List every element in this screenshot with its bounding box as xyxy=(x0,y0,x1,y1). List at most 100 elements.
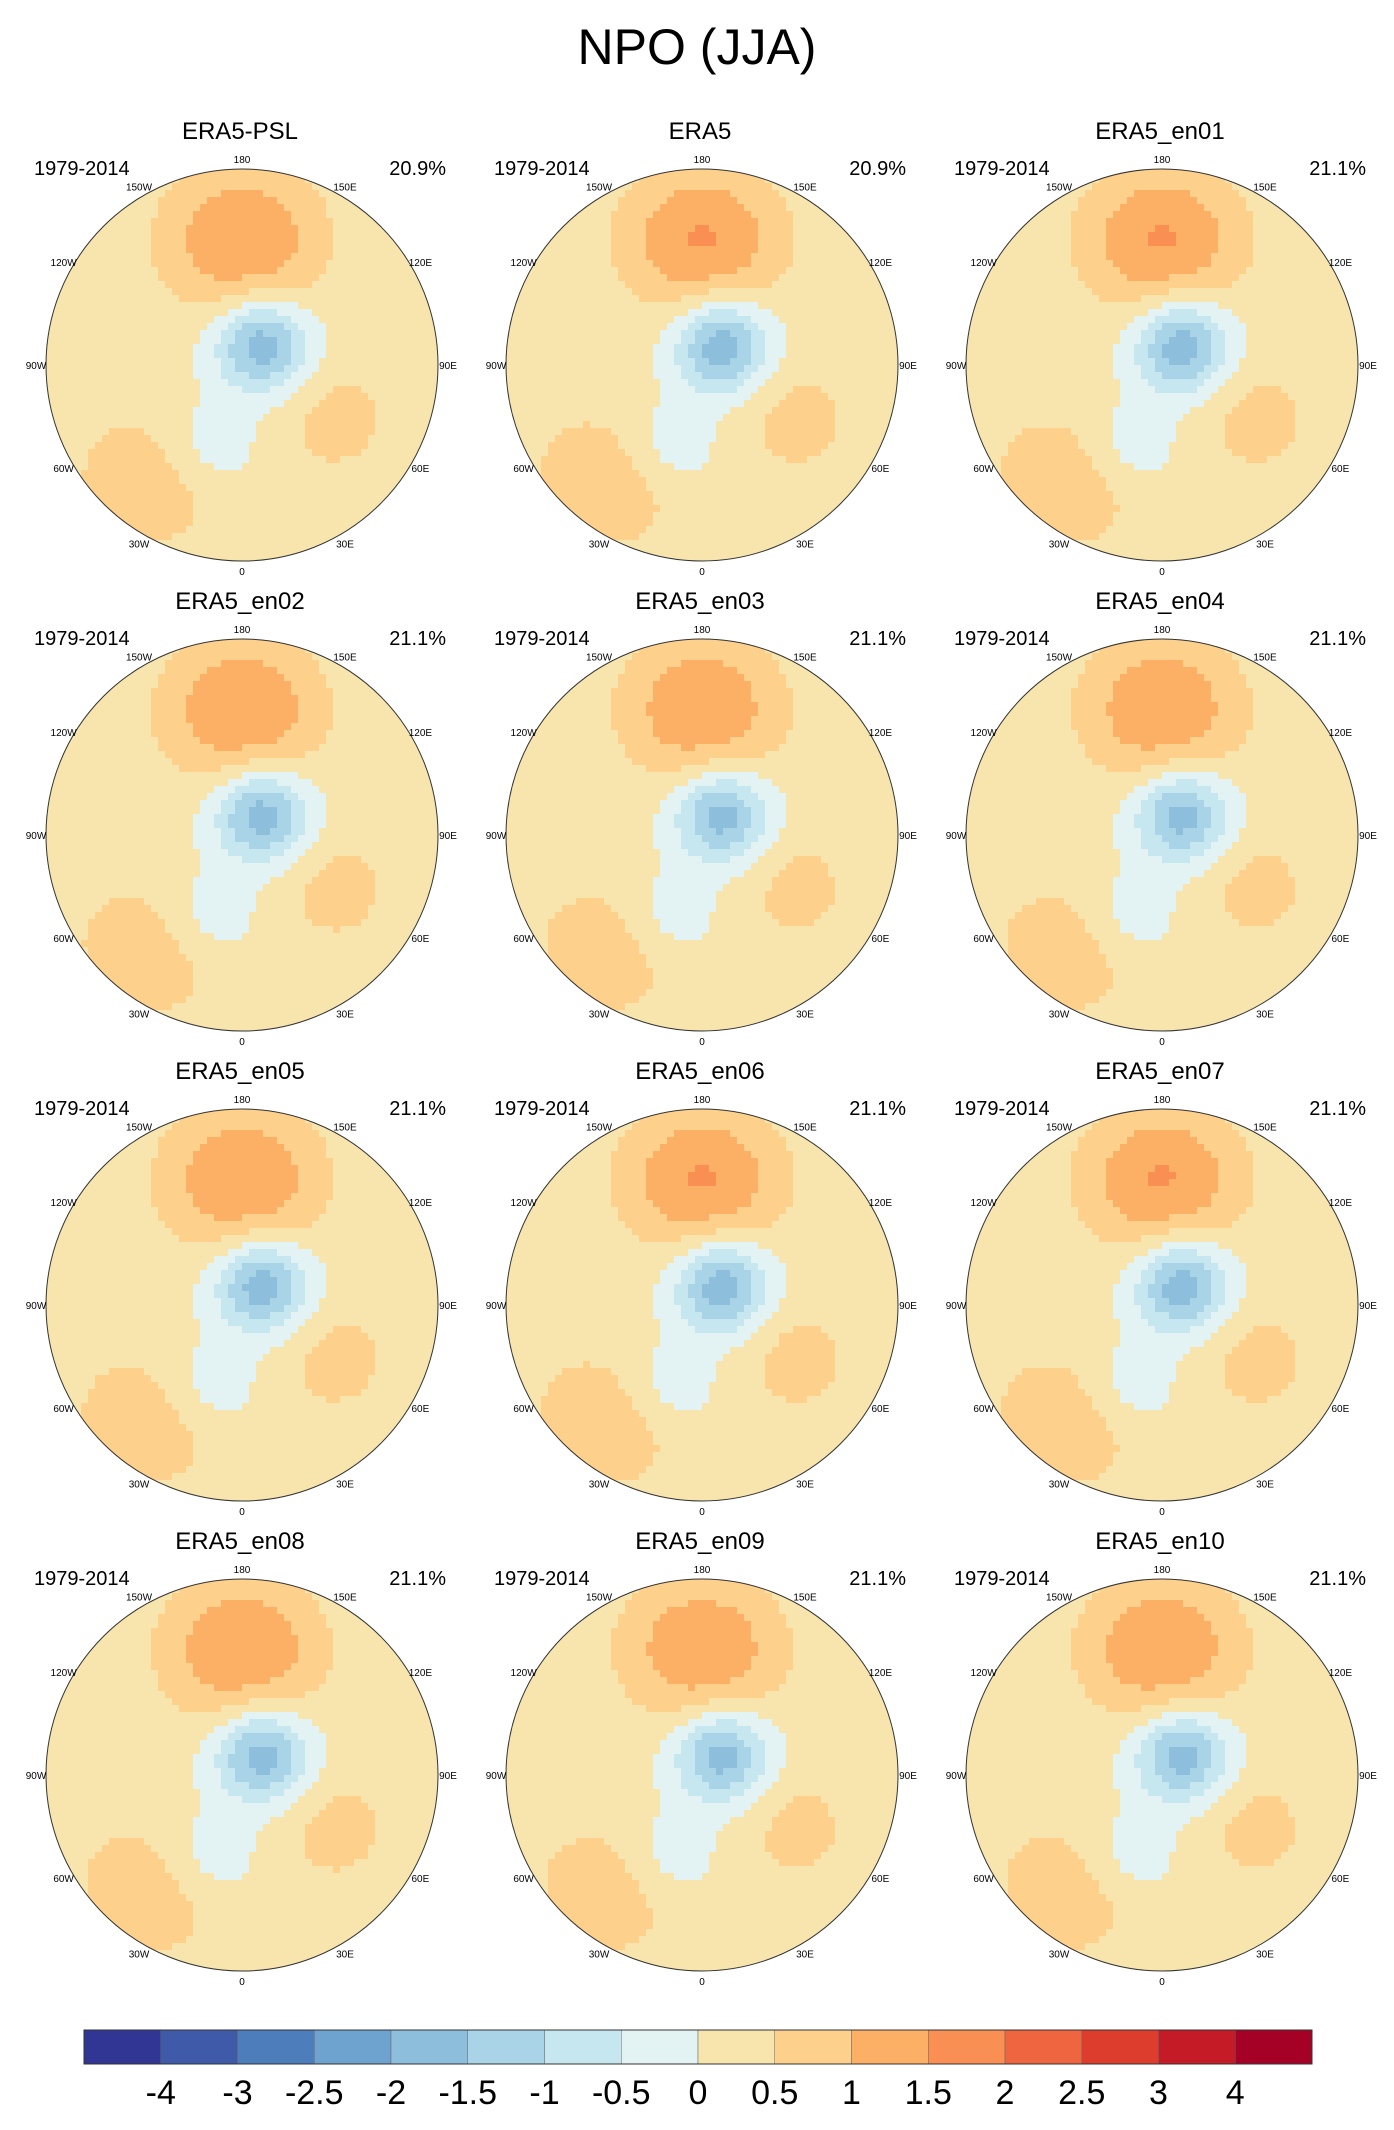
field-cell xyxy=(751,442,759,450)
field-cell xyxy=(674,232,682,240)
field-cell xyxy=(130,477,138,485)
field-cell xyxy=(333,267,341,275)
field-cell xyxy=(193,449,201,457)
field-cell xyxy=(520,309,528,317)
field-cell xyxy=(751,281,759,289)
field-cell xyxy=(625,372,633,380)
field-cell xyxy=(165,267,173,275)
field-cell xyxy=(333,505,341,513)
field-cell xyxy=(305,407,313,415)
field-cell xyxy=(186,225,194,233)
field-cell xyxy=(270,386,278,394)
field-cell xyxy=(639,260,647,268)
field-cell xyxy=(709,484,717,492)
field-cell xyxy=(884,344,892,352)
field-cell xyxy=(186,239,194,247)
field-cell xyxy=(88,365,96,373)
field-cell xyxy=(639,197,647,205)
field-cell xyxy=(695,197,703,205)
field-cell xyxy=(884,281,892,289)
field-cell xyxy=(95,309,103,317)
field-cell xyxy=(562,435,570,443)
field-cell xyxy=(548,351,556,359)
field-cell xyxy=(417,344,425,352)
field-cell xyxy=(716,491,724,499)
field-cell xyxy=(849,428,857,436)
field-cell xyxy=(235,428,243,436)
field-cell xyxy=(772,183,780,191)
field-cell xyxy=(193,393,201,401)
field-cell xyxy=(312,274,320,282)
field-cell xyxy=(877,407,885,415)
field-cell xyxy=(74,421,82,429)
field-cell xyxy=(214,400,222,408)
field-cell xyxy=(144,337,152,345)
field-cell xyxy=(81,281,89,289)
field-cell xyxy=(130,456,138,464)
field-cell xyxy=(702,260,710,268)
field-cell xyxy=(333,456,341,464)
field-cell xyxy=(863,414,871,422)
field-cell xyxy=(263,533,271,541)
field-cell xyxy=(214,414,222,422)
field-cell xyxy=(389,344,397,352)
field-cell xyxy=(319,337,327,345)
field-cell xyxy=(548,400,556,408)
field-cell xyxy=(382,232,390,240)
field-cell xyxy=(639,169,647,177)
field-cell xyxy=(53,316,61,324)
field-cell xyxy=(130,386,138,394)
field-cell xyxy=(604,393,612,401)
field-cell xyxy=(144,274,152,282)
field-cell xyxy=(814,358,822,366)
field-cell xyxy=(877,421,885,429)
field-cell xyxy=(67,302,75,310)
field-cell xyxy=(520,456,528,464)
field-cell xyxy=(214,435,222,443)
field-cell xyxy=(597,421,605,429)
field-cell xyxy=(772,484,780,492)
field-cell xyxy=(667,393,675,401)
field-cell xyxy=(130,225,138,233)
field-cell xyxy=(291,358,299,366)
field-cell xyxy=(284,183,292,191)
field-cell xyxy=(660,302,668,310)
field-cell xyxy=(534,274,542,282)
field-cell xyxy=(235,176,243,184)
field-cell xyxy=(305,316,313,324)
field-cell xyxy=(270,414,278,422)
field-cell xyxy=(235,554,243,561)
field-cell xyxy=(333,449,341,457)
field-cell xyxy=(611,190,619,198)
field-cell xyxy=(291,505,299,513)
field-cell xyxy=(513,351,521,359)
field-cell xyxy=(863,393,871,401)
field-cell xyxy=(744,211,752,219)
field-cell xyxy=(256,337,264,345)
field-cell xyxy=(800,351,808,359)
field-cell xyxy=(249,288,257,296)
field-cell xyxy=(765,260,773,268)
field-cell xyxy=(667,337,675,345)
field-cell xyxy=(688,365,696,373)
field-cell xyxy=(849,372,857,380)
field-cell xyxy=(569,400,577,408)
field-cell xyxy=(417,407,425,415)
field-cell xyxy=(821,218,829,226)
field-cell xyxy=(800,386,808,394)
field-cell xyxy=(786,449,794,457)
field-cell xyxy=(828,211,836,219)
field-cell xyxy=(214,386,222,394)
field-cell xyxy=(137,470,145,478)
field-cell xyxy=(263,393,271,401)
field-cell xyxy=(228,554,236,561)
field-cell xyxy=(828,400,836,408)
field-cell xyxy=(228,183,236,191)
field-cell xyxy=(396,274,404,282)
field-cell xyxy=(758,463,766,471)
field-cell xyxy=(779,351,787,359)
field-cell xyxy=(53,386,61,394)
field-cell xyxy=(81,274,89,282)
field-cell xyxy=(277,211,285,219)
field-cell xyxy=(611,442,619,450)
